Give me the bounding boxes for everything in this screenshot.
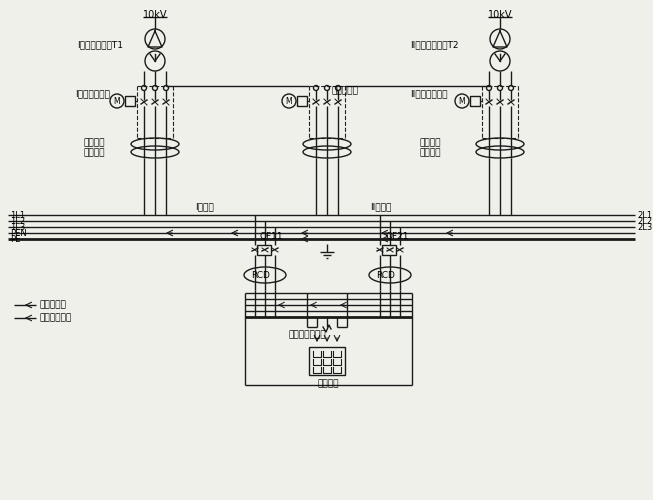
Text: 1L1: 1L1 — [10, 210, 25, 220]
Text: PE: PE — [10, 234, 20, 244]
Text: 接地故障电流: 接地故障电流 — [39, 314, 71, 322]
Text: 2L2: 2L2 — [637, 216, 652, 226]
Text: 用电设备: 用电设备 — [317, 379, 338, 388]
Text: 10kV: 10kV — [488, 10, 512, 20]
Bar — [297, 96, 307, 106]
Text: 2L3: 2L3 — [637, 222, 652, 232]
Text: 母联断路器: 母联断路器 — [332, 86, 359, 96]
Text: 接地故障
电流检测: 接地故障 电流检测 — [420, 138, 441, 158]
Text: 1L3: 1L3 — [10, 222, 25, 232]
Text: 10kV: 10kV — [143, 10, 167, 20]
Bar — [470, 96, 480, 106]
Text: QF21: QF21 — [385, 232, 409, 241]
Text: RCD: RCD — [251, 270, 270, 280]
Text: I段电力变压器T1: I段电力变压器T1 — [77, 40, 123, 50]
Bar — [257, 245, 271, 255]
Text: M: M — [286, 96, 293, 106]
Text: RCD: RCD — [376, 270, 395, 280]
Text: I段进线断路器: I段进线断路器 — [75, 90, 110, 98]
Text: I段母线: I段母线 — [195, 202, 214, 211]
Text: 单相接地故障点: 单相接地故障点 — [288, 330, 326, 339]
Text: II段电力变压器T2: II段电力变压器T2 — [410, 40, 458, 50]
Text: M: M — [114, 96, 120, 106]
Bar — [125, 96, 135, 106]
Text: 接地故障
电流检测: 接地故障 电流检测 — [83, 138, 104, 158]
Text: QF11: QF11 — [260, 232, 283, 241]
Bar — [309, 347, 345, 375]
Text: 1L2: 1L2 — [10, 216, 25, 226]
Text: II段母线: II段母线 — [370, 202, 391, 211]
Text: 中性线电流: 中性线电流 — [39, 300, 66, 310]
Text: M: M — [458, 96, 466, 106]
Text: 2L1: 2L1 — [637, 210, 652, 220]
Text: II段进线断路器: II段进线断路器 — [410, 90, 447, 98]
Bar — [382, 245, 396, 255]
Text: PEN: PEN — [10, 228, 27, 237]
